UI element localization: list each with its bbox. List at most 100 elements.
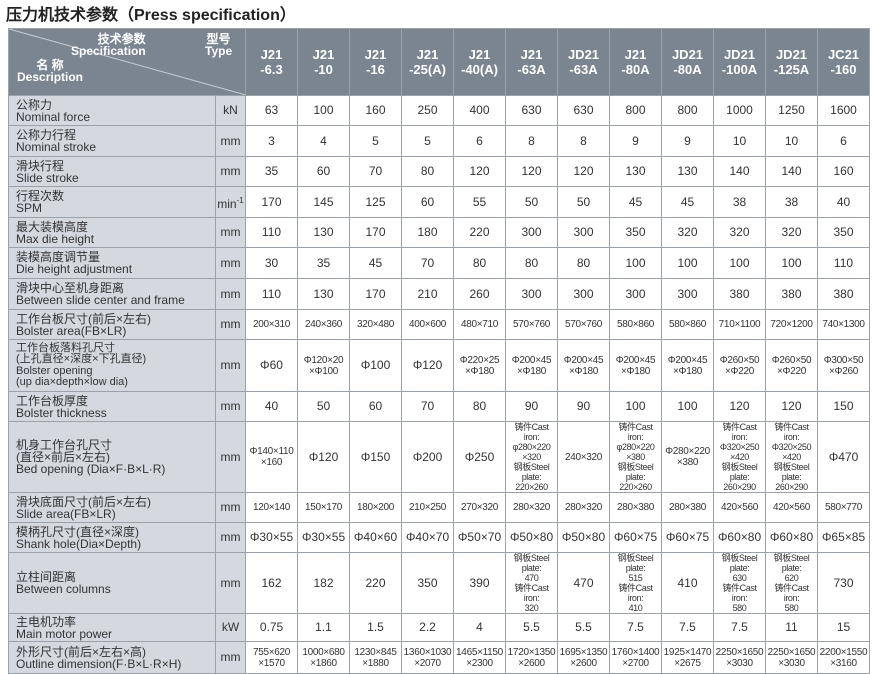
value-cell: 80	[453, 247, 506, 279]
value-cell: 80	[557, 247, 610, 279]
value-cell: 1000	[713, 95, 766, 126]
value-cell: 钢板Steel plate: 620 铸件Cast iron: 580	[765, 552, 818, 614]
model-header: J21 -16	[349, 28, 402, 96]
row-unit: mm	[215, 278, 246, 310]
value-cell: 1.1	[297, 613, 350, 642]
value-cell: 300	[609, 278, 662, 310]
value-cell: 50	[557, 186, 610, 218]
value-cell: 710×1100	[713, 309, 766, 340]
value-cell: 7.5	[609, 613, 662, 642]
model-header: J21 -63A	[505, 28, 558, 96]
type-label: 型号 Type	[205, 32, 233, 58]
value-cell: 110	[245, 278, 298, 310]
value-cell: 45	[349, 247, 402, 279]
value-cell: 6	[817, 125, 870, 157]
value-cell: 130	[609, 156, 662, 187]
value-cell: 300	[505, 278, 558, 310]
value-cell: Φ250	[453, 421, 506, 493]
value-cell: 150	[817, 391, 870, 422]
value-cell: 40	[245, 391, 298, 422]
value-cell: 400×600	[401, 309, 454, 340]
row-unit: kW	[215, 613, 246, 642]
value-cell: 580×770	[817, 492, 870, 523]
model-header: J21 -40(A)	[453, 28, 506, 96]
value-cell: 10	[713, 125, 766, 157]
value-cell: 100	[297, 95, 350, 126]
value-cell: 5	[401, 125, 454, 157]
spec-row: 工作台板尺寸(前后×左右) Bolster area(FB×LR) mm 200×3…	[8, 309, 870, 340]
value-cell: 210×250	[401, 492, 454, 523]
value-cell: 90	[505, 391, 558, 422]
value-cell: 220	[349, 552, 402, 614]
value-cell: 480×710	[453, 309, 506, 340]
value-cell: 铸件Cast iron: φ280×220 ×380 钢板Steel plate…	[609, 421, 662, 493]
unit-base: min	[217, 196, 237, 211]
row-name: 公称力行程 Nominal stroke	[8, 125, 216, 157]
value-cell: 铸件Cast iron: Φ320×250 ×420 钢板Steel plate…	[765, 421, 818, 493]
value-cell: 130	[661, 156, 714, 187]
value-cell: 5.5	[557, 613, 610, 642]
value-cell: 50	[505, 186, 558, 218]
row-unit: mm	[215, 552, 246, 614]
spec-row: 工作台板落料孔尺寸 (上孔直径×深度×下孔直径) Bolster opening…	[8, 339, 870, 392]
model-header: JC21 -160	[817, 28, 870, 96]
value-cell: 630	[505, 95, 558, 126]
value-cell: Φ100	[349, 339, 402, 392]
value-cell: 45	[609, 186, 662, 218]
value-cell: 280×380	[609, 492, 662, 523]
model-header: J21 -10	[297, 28, 350, 96]
corner-box: 技术参数 Specification 型号 Type 名 称 Description	[9, 29, 245, 95]
value-cell: 210	[401, 278, 454, 310]
row-name: 滑块底面尺寸(前后×左右) Slide area(FB×LR)	[8, 492, 216, 523]
value-cell: 240×320	[557, 421, 610, 493]
value-cell: 380	[765, 278, 818, 310]
value-cell: 钢板Steel plate: 515 铸件Cast iron: 410	[609, 552, 662, 614]
value-cell: 15	[817, 613, 870, 642]
value-cell: 180×200	[349, 492, 402, 523]
row-name: 模柄孔尺寸(直径×深度) Shank hole(Dia×Depth)	[8, 522, 216, 553]
value-cell: Φ120	[297, 421, 350, 493]
value-cell: 2250×1650 ×3030	[713, 641, 766, 674]
spec-row: 公称力行程 Nominal stroke mm 3 4 5 5 6 8 8 9 9 10 10 6	[8, 125, 870, 157]
value-cell: 2250×1650 ×3030	[765, 641, 818, 674]
value-cell: 70	[349, 156, 402, 187]
model-header: J21 -25(A)	[401, 28, 454, 96]
row-unit: mm	[215, 247, 246, 279]
value-cell: 160	[349, 95, 402, 126]
spec-row: 滑块底面尺寸(前后×左右) Slide area(FB×LR) mm 120×140…	[8, 492, 870, 523]
model-header: JD21 -63A	[557, 28, 610, 96]
value-cell: 145	[297, 186, 350, 218]
row-name: 立柱间距离 Between columns	[8, 552, 216, 614]
row-name: 行程次数 SPM	[8, 186, 216, 218]
value-cell: 55	[453, 186, 506, 218]
value-cell: 350	[609, 217, 662, 248]
value-cell: 720×1200	[765, 309, 818, 340]
value-cell: 110	[245, 217, 298, 248]
value-cell: 150×170	[297, 492, 350, 523]
value-cell: 410	[661, 552, 714, 614]
value-cell: 182	[297, 552, 350, 614]
spec-row: 模柄孔尺寸(直径×深度) Shank hole(Dia×Depth) mm Φ30×…	[8, 522, 870, 553]
value-cell: 280×320	[557, 492, 610, 523]
value-cell: Φ200×45 ×Φ180	[557, 339, 610, 392]
value-cell: 120	[505, 156, 558, 187]
value-cell: 240×360	[297, 309, 350, 340]
value-cell: 220	[453, 217, 506, 248]
row-unit: mm	[215, 522, 246, 553]
value-cell: Φ50×70	[453, 522, 506, 553]
value-cell: 270×320	[453, 492, 506, 523]
value-cell: 120×140	[245, 492, 298, 523]
spec-row: 滑块中心至机身距离 Between slide center and frame…	[8, 278, 870, 310]
value-cell: 730	[817, 552, 870, 614]
value-cell: Φ40×70	[401, 522, 454, 553]
spec-row: 最大装模高度 Max die height mm 110 130 170 180 220 30…	[8, 217, 870, 248]
spec-row: 立柱间距离 Between columns mm 162 182 220 350 390 钢板…	[8, 552, 870, 614]
value-cell: 320	[765, 217, 818, 248]
value-cell: 1720×1350 ×2600	[505, 641, 558, 674]
value-cell: 580×860	[609, 309, 662, 340]
value-cell: 100	[609, 247, 662, 279]
value-cell: Φ220×25 ×Φ180	[453, 339, 506, 392]
value-cell: Φ120×20 ×Φ100	[297, 339, 350, 392]
value-cell: Φ60×80	[765, 522, 818, 553]
value-cell: 1250	[765, 95, 818, 126]
